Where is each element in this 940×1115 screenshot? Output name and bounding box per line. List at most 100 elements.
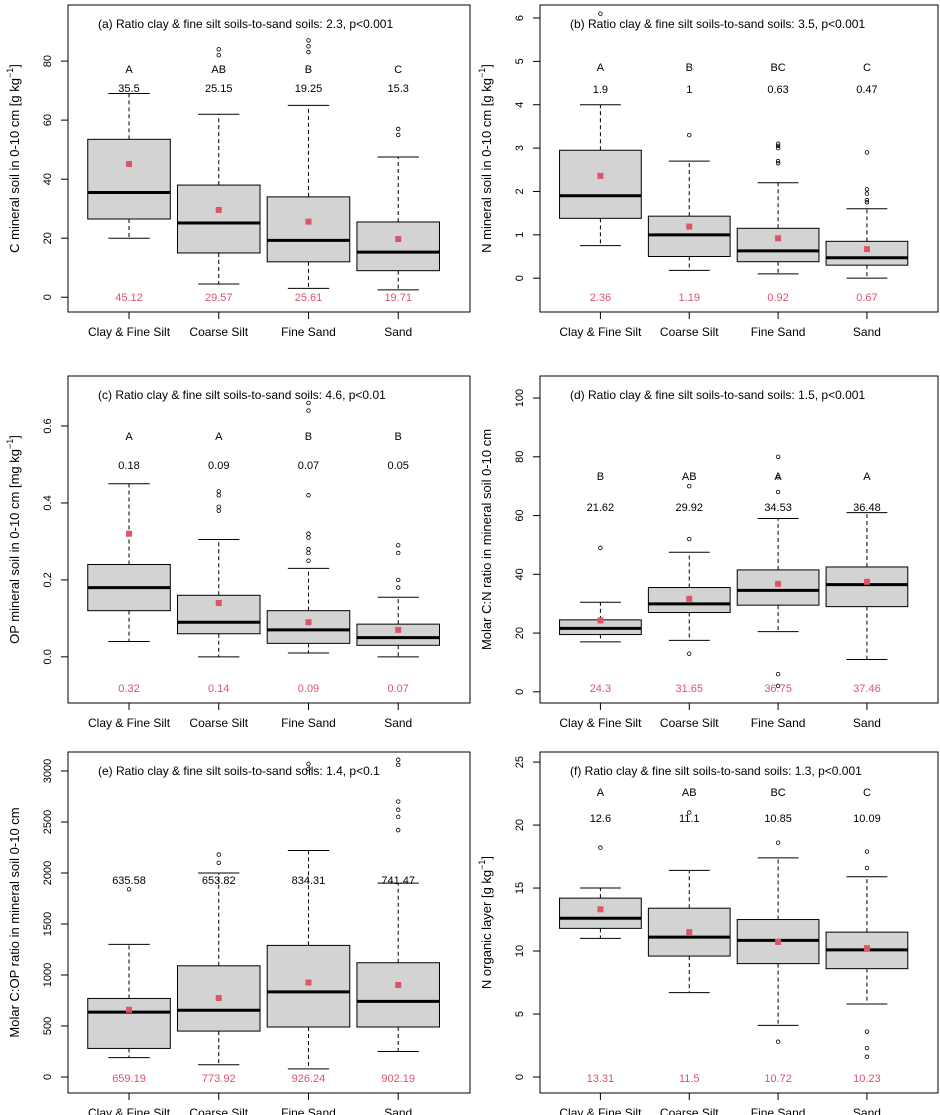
group-letter: A <box>215 431 223 443</box>
mean-label: 659.19 <box>112 1073 146 1085</box>
mean-label: 1.19 <box>679 292 700 304</box>
mean-label: 13.31 <box>587 1073 615 1085</box>
median-label: 0.18 <box>118 460 139 472</box>
outlier <box>306 550 311 556</box>
mean-marker <box>775 235 782 242</box>
y-tick-label: 6 <box>514 15 526 21</box>
mean-marker <box>126 530 133 537</box>
panel: (a) Ratio clay & fine silt soils-to-sand… <box>5 4 471 339</box>
mean-marker <box>215 599 222 606</box>
outlier <box>687 651 692 656</box>
outlier <box>687 536 692 542</box>
y-tick-label: 25 <box>514 756 526 768</box>
mean-label: 0.14 <box>208 683 229 695</box>
median-label: 653.82 <box>202 875 236 887</box>
y-axis-label-sup: −1 <box>477 860 487 870</box>
y-tick-label: 60 <box>514 509 526 521</box>
median-label: 635.58 <box>112 875 146 887</box>
outlier <box>306 408 311 413</box>
plot-frame <box>539 375 939 704</box>
x-tick-label: Clay & Fine Silt <box>88 716 171 730</box>
y-axis-label: C mineral soil in 0-10 cm [g kg−1] <box>5 64 22 253</box>
mean-label: 10.72 <box>764 1073 792 1085</box>
mean-marker <box>126 161 133 168</box>
y-tick-label: 20 <box>514 627 526 639</box>
outlier <box>775 683 781 689</box>
y-axis-label: N organic layer [g kg−1] <box>477 856 494 989</box>
group-letter: C <box>863 787 871 799</box>
median-label: 25.15 <box>205 83 233 95</box>
y-axis-label: N mineral soil in 0-10 cm [g kg−1] <box>477 64 494 253</box>
panel: (f) Ratio clay & fine silt soils-to-sand… <box>477 751 939 1115</box>
mean-marker <box>597 172 604 179</box>
x-tick-label: Coarse Silt <box>189 325 248 339</box>
median-label: 10.85 <box>764 813 792 825</box>
median-label: 0.07 <box>298 460 319 472</box>
median-label: 1 <box>686 84 692 96</box>
group-letter: C <box>394 64 402 76</box>
group-letter: A <box>774 471 782 483</box>
group-letter: BC <box>770 62 785 74</box>
outlier <box>126 887 132 892</box>
panel: (c) Ratio clay & fine silt soils-to-sand… <box>5 375 471 730</box>
y-tick-label: 1000 <box>42 963 54 987</box>
outlier <box>216 489 221 494</box>
box <box>736 569 820 606</box>
box <box>356 962 440 1028</box>
outlier <box>396 550 401 556</box>
mean-label: 25.61 <box>295 292 323 304</box>
mean-marker <box>686 223 693 230</box>
box <box>825 240 909 266</box>
y-axis-label-end: ] <box>479 856 494 860</box>
outlier <box>775 475 781 480</box>
median-label: 19.25 <box>295 83 323 95</box>
group-letter: A <box>597 62 605 74</box>
x-tick-label: Coarse Silt <box>660 325 719 339</box>
median-label: 741.47 <box>381 875 415 887</box>
median-label: 29.92 <box>675 502 703 514</box>
group-letter: A <box>597 787 605 799</box>
group-letter: AB <box>211 64 226 76</box>
panel-title: (c) Ratio clay & fine silt soils-to-sand… <box>98 388 386 402</box>
y-tick-label: 500 <box>42 1017 54 1035</box>
mean-marker <box>863 578 870 585</box>
mean-label: 0.07 <box>388 683 409 695</box>
outlier <box>775 145 781 151</box>
y-axis-label-text: N mineral soil in 0-10 cm [g kg <box>479 78 494 253</box>
y-tick-label: 0.4 <box>42 495 54 510</box>
outlier <box>306 50 311 55</box>
y-tick-label: 0 <box>42 1074 54 1080</box>
x-tick-label: Sand <box>384 716 412 730</box>
x-tick-label: Clay & Fine Silt <box>88 325 171 339</box>
outlier <box>864 1045 870 1051</box>
x-tick-label: Clay & Fine Silt <box>559 716 642 730</box>
panel: (e) Ratio clay & fine silt soils-to-sand… <box>7 751 471 1115</box>
median-label: 11.1 <box>679 813 700 825</box>
x-tick-label: Coarse Silt <box>660 1106 719 1115</box>
mean-label: 0.09 <box>298 683 319 695</box>
mean-label: 37.46 <box>853 683 881 695</box>
outlier <box>306 558 311 563</box>
x-tick-label: Sand <box>384 325 412 339</box>
mean-marker <box>863 945 870 952</box>
y-tick-label: 5 <box>514 1011 526 1017</box>
mean-label: 11.5 <box>679 1073 700 1085</box>
box <box>647 215 731 257</box>
median-label: 36.48 <box>853 502 881 514</box>
median-label: 34.53 <box>764 502 792 514</box>
x-tick-label: Clay & Fine Silt <box>88 1106 171 1115</box>
y-axis-label-text: Molar C:N ratio in mineral soil 0-10 cm <box>479 429 494 650</box>
y-tick-label: 1 <box>514 232 526 238</box>
y-tick-label: 40 <box>514 568 526 580</box>
mean-label: 19.71 <box>384 292 412 304</box>
y-axis-label-end: ] <box>7 435 22 439</box>
outlier <box>687 483 692 489</box>
mean-marker <box>775 938 782 945</box>
mean-label: 926.24 <box>292 1073 326 1085</box>
outlier <box>396 585 401 590</box>
median-label: 15.3 <box>388 83 409 95</box>
outlier <box>775 158 781 164</box>
outlier <box>864 1029 870 1034</box>
outlier <box>216 860 221 865</box>
